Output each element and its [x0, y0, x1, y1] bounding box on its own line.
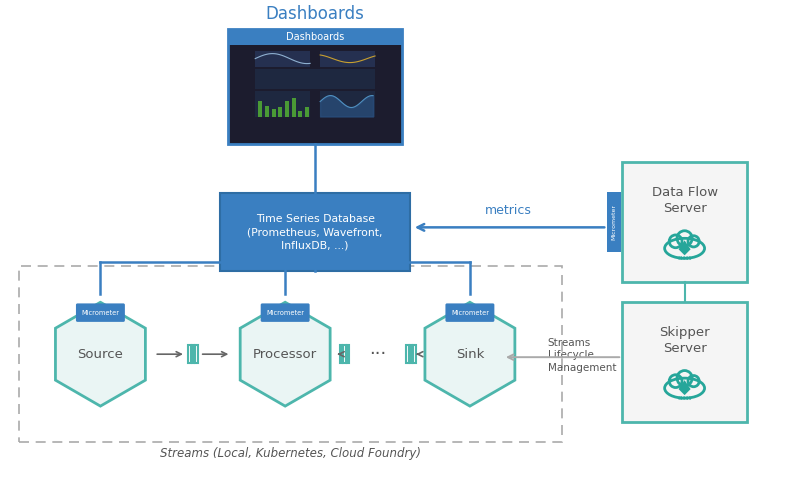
Text: Data Flow
Server: Data Flow Server: [651, 186, 718, 215]
FancyBboxPatch shape: [607, 193, 621, 252]
FancyBboxPatch shape: [292, 104, 296, 117]
Text: Streams (Local, Kubernetes, Cloud Foundry): Streams (Local, Kubernetes, Cloud Foundr…: [160, 447, 421, 460]
Text: metrics: metrics: [485, 204, 532, 217]
Text: Dashboards: Dashboards: [286, 32, 344, 42]
Polygon shape: [678, 380, 690, 395]
Text: Micrometer: Micrometer: [451, 310, 489, 316]
FancyBboxPatch shape: [622, 163, 747, 282]
Text: Streams
Lifecycle
Management: Streams Lifecycle Management: [548, 338, 616, 373]
FancyBboxPatch shape: [285, 97, 289, 117]
FancyBboxPatch shape: [258, 102, 262, 117]
FancyBboxPatch shape: [255, 91, 310, 117]
Polygon shape: [678, 241, 690, 256]
FancyBboxPatch shape: [76, 303, 125, 322]
FancyBboxPatch shape: [278, 109, 282, 117]
Text: metrics: metrics: [237, 256, 284, 268]
Text: Sink: Sink: [456, 348, 484, 361]
FancyBboxPatch shape: [265, 104, 269, 117]
FancyBboxPatch shape: [261, 303, 310, 322]
Text: Time Series Database
(Prometheus, Wavefront,
InfluxDB, ...): Time Series Database (Prometheus, Wavefr…: [247, 214, 383, 251]
Text: Dashboards: Dashboards: [266, 5, 365, 23]
Polygon shape: [240, 302, 330, 406]
Text: Processor: Processor: [253, 348, 318, 361]
Text: Micrometer: Micrometer: [612, 204, 617, 241]
FancyBboxPatch shape: [272, 107, 276, 117]
FancyBboxPatch shape: [228, 29, 402, 144]
Text: Skipper
Server: Skipper Server: [659, 326, 710, 355]
Text: 01011: 01011: [678, 395, 692, 401]
Text: 01011: 01011: [678, 256, 692, 261]
Text: Source: Source: [78, 348, 123, 361]
FancyBboxPatch shape: [220, 194, 410, 272]
FancyBboxPatch shape: [228, 29, 402, 45]
FancyBboxPatch shape: [255, 69, 375, 89]
FancyBboxPatch shape: [305, 105, 309, 117]
FancyBboxPatch shape: [320, 91, 375, 117]
FancyBboxPatch shape: [320, 51, 375, 67]
Text: ···: ···: [369, 345, 386, 363]
FancyBboxPatch shape: [446, 303, 494, 322]
Text: Micrometer: Micrometer: [266, 310, 304, 316]
FancyBboxPatch shape: [298, 111, 302, 117]
Text: Micrometer: Micrometer: [82, 310, 119, 316]
Polygon shape: [425, 302, 515, 406]
FancyBboxPatch shape: [255, 51, 310, 67]
FancyBboxPatch shape: [622, 302, 747, 422]
Polygon shape: [55, 302, 146, 406]
